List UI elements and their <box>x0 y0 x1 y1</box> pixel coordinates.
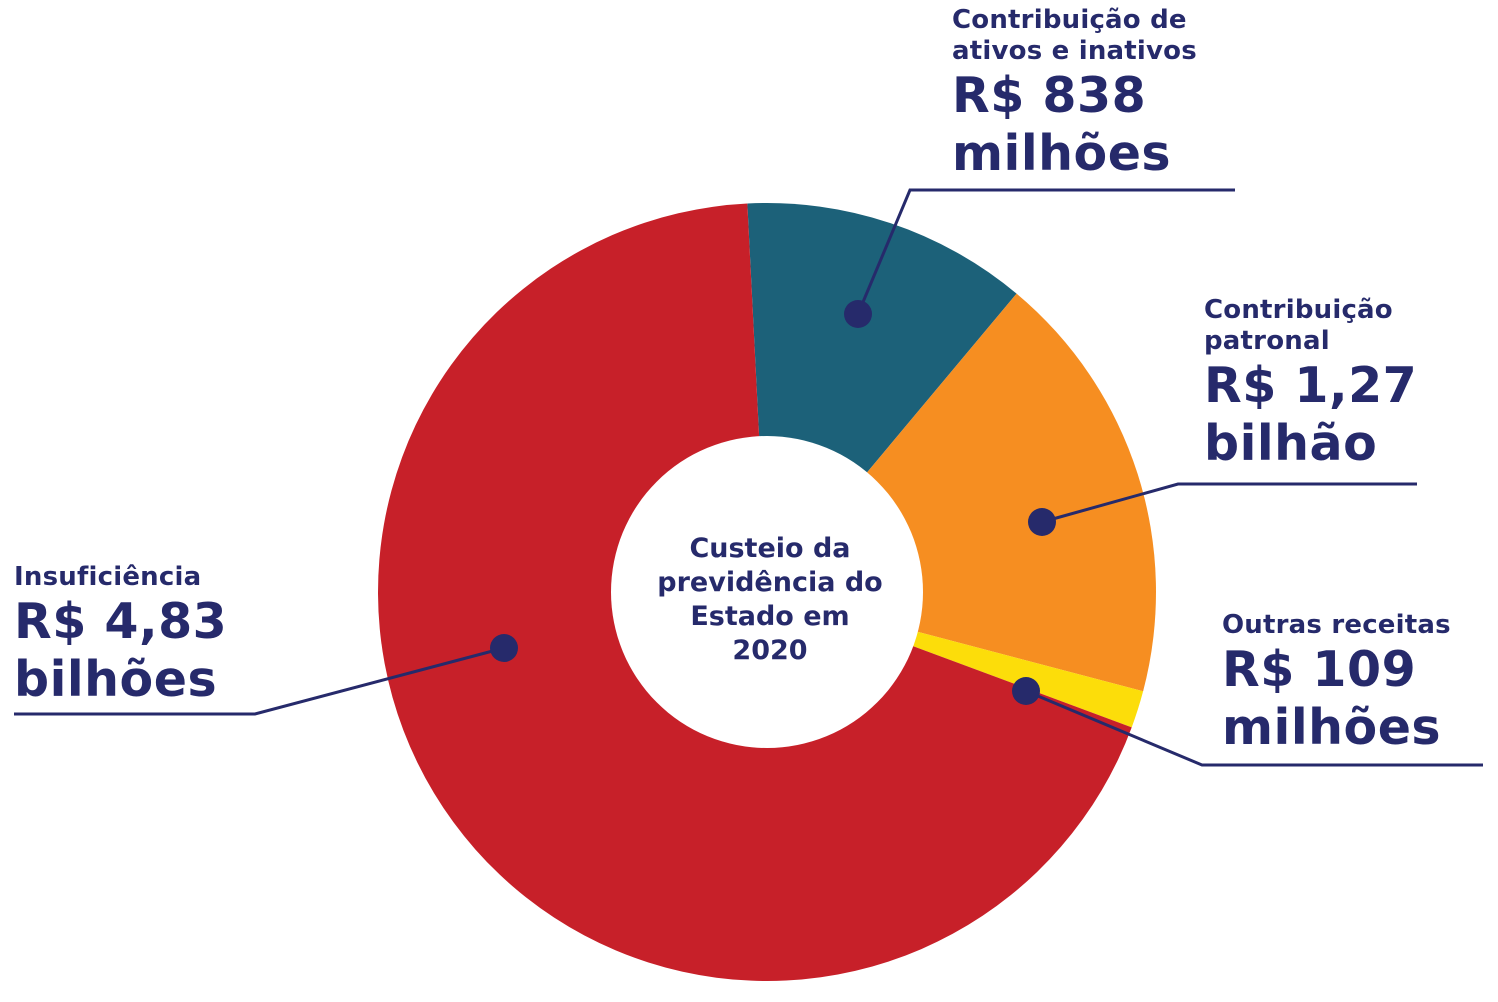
label-insuficiencia: Insuficiência R$ 4,83 bilhões <box>14 562 227 709</box>
label-name: Contribuição <box>1204 295 1393 325</box>
leader-outras-dot <box>1012 677 1040 705</box>
leader-outras-line <box>1025 689 1483 767</box>
center-title-line: previdência do <box>657 567 883 598</box>
label-patronal: Contribuição patronal R$ 1,27 bilhão <box>1204 295 1417 473</box>
label-ativos: Contribuição de ativos e inativos R$ 838… <box>952 5 1197 183</box>
label-name: patronal <box>1204 326 1330 356</box>
leader-patronal-line <box>1041 482 1417 524</box>
center-title-line: 2020 <box>732 635 808 666</box>
leader-ativos-line <box>856 188 1235 315</box>
label-name: Contribuição de <box>952 5 1187 35</box>
label-name: Outras receitas <box>1222 610 1451 640</box>
label-amount: milhões <box>1222 699 1442 756</box>
leader-patronal-dot <box>1028 508 1056 536</box>
donut-hole <box>611 436 923 748</box>
leader-insuficiencia-line <box>14 646 505 716</box>
label-amount: bilhão <box>1204 415 1378 472</box>
label-amount: bilhões <box>14 651 218 708</box>
label-amount: R$ 109 <box>1222 641 1417 698</box>
label-amount: R$ 4,83 <box>14 593 228 650</box>
center-title-line: Estado em <box>690 601 850 632</box>
label-amount: R$ 838 <box>952 67 1147 124</box>
label-amount: R$ 1,27 <box>1204 357 1418 414</box>
leader-insuficiencia-dot <box>490 634 518 662</box>
leaders-group <box>14 188 1483 767</box>
center-title: Custeio da previdência do Estado em 2020 <box>610 532 930 668</box>
center-title-line: Custeio da <box>689 533 851 564</box>
label-outras: Outras receitas R$ 109 milhões <box>1222 610 1451 757</box>
label-name: ativos e inativos <box>952 36 1197 66</box>
label-amount: milhões <box>952 125 1172 182</box>
label-name: Insuficiência <box>14 562 202 592</box>
leader-ativos-dot <box>844 300 872 328</box>
